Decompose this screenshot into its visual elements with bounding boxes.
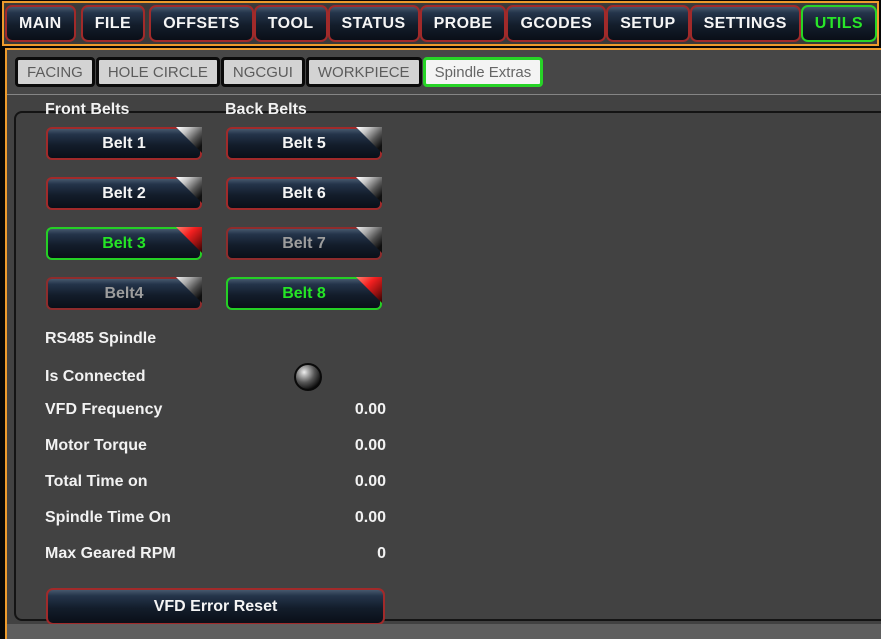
- belt-6-button[interactable]: Belt 6: [226, 177, 382, 210]
- menu-offsets[interactable]: OFFSETS: [149, 5, 254, 42]
- vfd-frequency-value: 0.00: [354, 401, 386, 418]
- tab-workpiece[interactable]: WORKPIECE: [305, 57, 422, 87]
- menu-file[interactable]: FILE: [80, 5, 146, 42]
- folded-corner-icon: [176, 127, 202, 153]
- folded-corner-icon: [356, 177, 382, 203]
- bottom-strip: [7, 624, 881, 639]
- rs485-spindle-title: RS485 Spindle: [45, 330, 157, 347]
- spindle-extras-frame: Front Belts Back Belts Belt 1 Belt 2 Bel…: [14, 101, 881, 625]
- belt-7-button[interactable]: Belt 7: [226, 227, 382, 260]
- folded-corner-icon: [356, 277, 382, 303]
- front-belts-title: Front Belts: [45, 101, 130, 118]
- belt-4-button[interactable]: Belt4: [46, 277, 202, 310]
- back-belts-title: Back Belts: [225, 101, 307, 118]
- menu-utils[interactable]: UTILS: [800, 5, 877, 42]
- vfd-error-reset-button[interactable]: VFD Error Reset: [46, 588, 385, 625]
- menu-status[interactable]: STATUS: [327, 5, 420, 42]
- spindle-time-on-value: 0.00: [354, 509, 386, 526]
- rs485-info-rows: VFD Frequency 0.00 Motor Torque 0.00 Tot…: [45, 401, 386, 581]
- connection-led-indicator: [294, 363, 322, 391]
- belt-1-button[interactable]: Belt 1: [46, 127, 202, 160]
- belt-3-button[interactable]: Belt 3: [46, 227, 202, 260]
- belt-2-button[interactable]: Belt 2: [46, 177, 202, 210]
- total-time-on-value: 0.00: [354, 473, 386, 490]
- folded-corner-icon: [356, 127, 382, 153]
- belt-5-button[interactable]: Belt 5: [226, 127, 382, 160]
- utils-tab-bar: FACING HOLE CIRCLE NGCGUI WORKPIECE Spin…: [15, 57, 544, 87]
- tab-facing[interactable]: FACING: [15, 57, 95, 87]
- menu-settings[interactable]: SETTINGS: [689, 5, 801, 42]
- tab-pane-divider: [7, 94, 881, 95]
- menu-main[interactable]: MAIN: [5, 5, 76, 42]
- menu-tool[interactable]: TOOL: [253, 5, 328, 42]
- is-connected-label: Is Connected: [45, 368, 146, 385]
- vfd-frequency-row: VFD Frequency 0.00: [45, 401, 386, 421]
- motor-torque-value: 0.00: [354, 437, 386, 454]
- max-geared-rpm-row: Max Geared RPM 0: [45, 545, 386, 565]
- max-geared-rpm-value: 0: [377, 545, 386, 562]
- folded-corner-icon: [356, 227, 382, 253]
- menu-gcodes[interactable]: GCODES: [506, 5, 607, 42]
- tab-ngcgui[interactable]: NGCGUI: [220, 57, 305, 87]
- belt-8-button[interactable]: Belt 8: [226, 277, 382, 310]
- motor-torque-row: Motor Torque 0.00: [45, 437, 386, 457]
- menu-probe[interactable]: PROBE: [419, 5, 507, 42]
- tab-spindle-extras[interactable]: Spindle Extras: [422, 57, 544, 87]
- menu-setup[interactable]: SETUP: [606, 5, 690, 42]
- main-menu-bar: MAIN FILE OFFSETS TOOL STATUS PROBE GCOD…: [2, 1, 879, 46]
- spindle-time-on-row: Spindle Time On 0.00: [45, 509, 386, 529]
- folded-corner-icon: [176, 277, 202, 303]
- total-time-on-row: Total Time on 0.00: [45, 473, 386, 493]
- tab-hole-circle[interactable]: HOLE CIRCLE: [95, 57, 220, 87]
- folded-corner-icon: [176, 227, 202, 253]
- utils-panel: FACING HOLE CIRCLE NGCGUI WORKPIECE Spin…: [5, 48, 881, 639]
- is-connected-row: Is Connected: [45, 363, 386, 391]
- folded-corner-icon: [176, 177, 202, 203]
